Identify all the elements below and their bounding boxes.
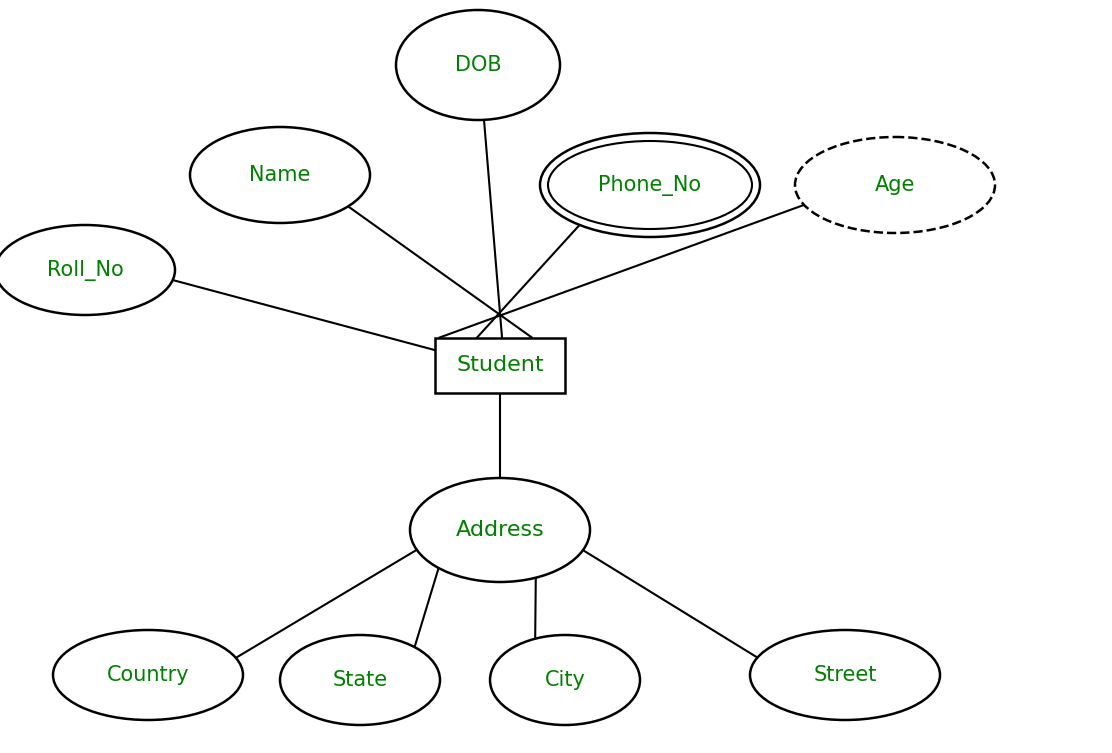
Ellipse shape <box>0 225 175 315</box>
Text: Address: Address <box>456 520 545 540</box>
Text: State: State <box>332 670 388 690</box>
Ellipse shape <box>280 635 440 725</box>
Text: Age: Age <box>875 175 915 195</box>
Text: Street: Street <box>813 665 876 685</box>
Ellipse shape <box>190 127 370 223</box>
Text: Phone_No: Phone_No <box>598 175 702 196</box>
FancyBboxPatch shape <box>435 337 565 392</box>
Ellipse shape <box>490 635 641 725</box>
Ellipse shape <box>749 630 940 720</box>
Text: City: City <box>545 670 585 690</box>
Text: Country: Country <box>107 665 189 685</box>
Ellipse shape <box>795 137 995 233</box>
Ellipse shape <box>540 133 759 237</box>
Text: DOB: DOB <box>455 55 502 75</box>
Ellipse shape <box>396 10 560 120</box>
Ellipse shape <box>53 630 244 720</box>
Ellipse shape <box>410 478 590 582</box>
Text: Student: Student <box>456 355 544 375</box>
Text: Name: Name <box>249 165 310 185</box>
Text: Roll_No: Roll_No <box>47 260 123 281</box>
